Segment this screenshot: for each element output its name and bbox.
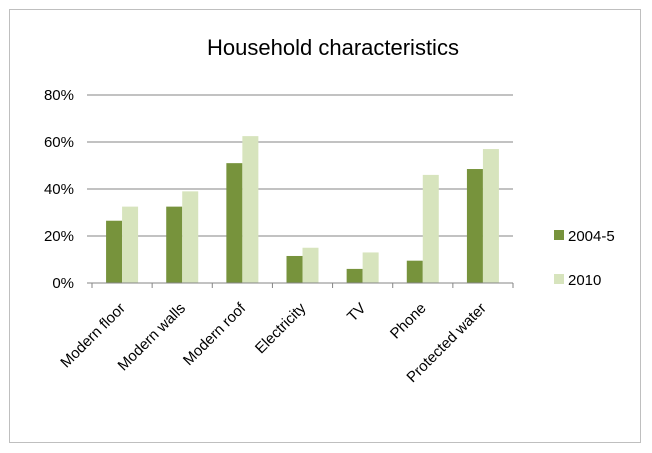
legend-label: 2004-5 xyxy=(568,228,615,245)
gridlines xyxy=(87,94,514,288)
bar-2004-5-modern-floor xyxy=(106,220,123,283)
bar-2010-modern-roof xyxy=(242,136,259,283)
bar-2004-5-protected-water xyxy=(466,169,483,283)
y-tick-label: 0% xyxy=(52,275,74,292)
x-category-label: Phone xyxy=(387,300,430,343)
y-tick-label: 80% xyxy=(44,87,74,104)
bar-2004-5-modern-roof xyxy=(226,163,243,283)
legend-swatch-2010 xyxy=(554,274,564,284)
y-axis-ticks: 0% 20% 40% 60% 80% xyxy=(44,87,74,292)
y-tick-label: 20% xyxy=(44,228,74,245)
bar-2010-phone xyxy=(422,174,439,283)
legend-label: 2010 xyxy=(568,272,601,289)
bar-2004-5-modern-walls xyxy=(166,206,183,283)
bar-2010-modern-walls xyxy=(182,191,199,283)
y-tick-label: 60% xyxy=(44,134,74,151)
y-tick-label: 40% xyxy=(44,181,74,198)
chart-title: Household characteristics xyxy=(207,35,459,60)
bar-2010-tv xyxy=(362,252,379,283)
x-category-label: Modern roof xyxy=(180,299,250,369)
x-category-label: TV xyxy=(344,300,370,326)
bars xyxy=(106,136,499,283)
bar-2010-modern-floor xyxy=(122,206,139,283)
bar-2010-electricity xyxy=(302,247,319,283)
bar-2004-5-tv xyxy=(346,268,363,283)
legend: 2004-5 2010 xyxy=(554,228,615,289)
bar-2010-protected-water xyxy=(482,149,499,283)
legend-swatch-2004-5 xyxy=(554,230,564,240)
x-category-label: Electricity xyxy=(252,299,310,357)
bar-2004-5-electricity xyxy=(286,255,303,283)
bar-2004-5-phone xyxy=(406,260,423,283)
